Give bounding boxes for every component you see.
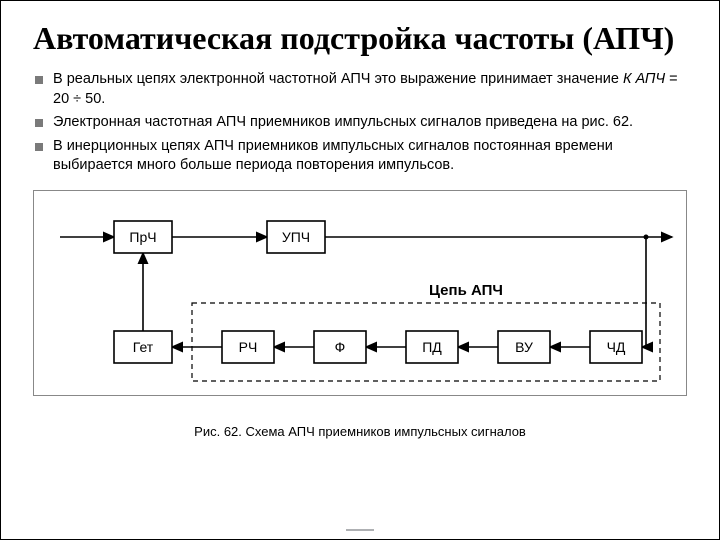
svg-text:Цепь АПЧ: Цепь АПЧ [429, 282, 503, 299]
square-bullet-icon [35, 143, 43, 151]
figure-caption: Рис. 62. Схема АПЧ приемников импульсных… [33, 424, 687, 439]
footer-dash-icon [346, 529, 374, 531]
bullet-em: К АПЧ [623, 71, 665, 87]
bullet-list: В реальных цепях электронной частотной А… [33, 70, 687, 176]
svg-text:ПрЧ: ПрЧ [129, 229, 156, 245]
bullet-pre: Электронная частотная АПЧ приемников имп… [53, 114, 633, 130]
square-bullet-icon [35, 119, 43, 127]
bullet-text: Электронная частотная АПЧ приемников имп… [53, 113, 687, 133]
bullet-pre: В реальных цепях электронной частотной А… [53, 71, 623, 87]
svg-text:РЧ: РЧ [239, 339, 258, 355]
bullet-text: В инерционных цепях АПЧ приемников импул… [53, 137, 687, 176]
svg-text:ВУ: ВУ [515, 339, 533, 355]
apc-diagram: Цепь АПЧ ПрЧ УПЧ Гет РЧ Ф ПД ВУ ЧД [42, 199, 682, 389]
svg-text:ЧД: ЧД [607, 339, 626, 355]
svg-text:ПД: ПД [422, 339, 442, 355]
bullet-pre: В инерционных цепях АПЧ приемников импул… [53, 138, 613, 174]
svg-text:Ф: Ф [335, 339, 346, 355]
list-item: Электронная частотная АПЧ приемников имп… [33, 113, 687, 133]
svg-text:УПЧ: УПЧ [282, 229, 310, 245]
slide-title: Автоматическая подстройка частоты (АПЧ) [33, 21, 687, 56]
square-bullet-icon [35, 76, 43, 84]
list-item: В инерционных цепях АПЧ приемников импул… [33, 137, 687, 176]
list-item: В реальных цепях электронной частотной А… [33, 70, 687, 109]
diagram-container: Цепь АПЧ ПрЧ УПЧ Гет РЧ Ф ПД ВУ ЧД [33, 190, 687, 396]
svg-text:Гет: Гет [133, 339, 154, 355]
bullet-text: В реальных цепях электронной частотной А… [53, 70, 687, 109]
